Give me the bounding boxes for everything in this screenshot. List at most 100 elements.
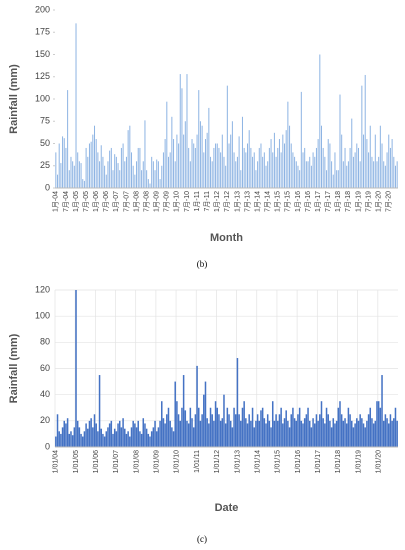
bar: [270, 139, 272, 188]
bar: [130, 152, 133, 188]
bar: [238, 136, 240, 188]
x-tick-label: 1月-09: [153, 191, 161, 212]
bar: [369, 125, 371, 188]
bar: [82, 179, 84, 188]
x-tick-label: 1月-14: [253, 191, 261, 212]
bar: [208, 423, 210, 447]
bar: [335, 420, 338, 447]
x-tick-label: 1/01/19: [355, 450, 362, 473]
x-tick-label: 1/01/17: [315, 450, 322, 473]
bar: [127, 130, 129, 188]
y-tick-label: 120: [35, 284, 50, 294]
bar: [366, 139, 368, 188]
bar: [161, 165, 163, 188]
bar: [290, 414, 292, 447]
bar: [107, 427, 109, 447]
bar: [359, 161, 361, 188]
bar: [367, 414, 370, 447]
bar: [240, 420, 242, 447]
bar: [221, 134, 223, 188]
bar: [182, 375, 185, 447]
bar: [178, 143, 180, 188]
bar: [198, 90, 200, 188]
bar: [171, 427, 173, 447]
bar: [339, 401, 341, 447]
bar: [354, 423, 356, 447]
bar: [356, 143, 358, 188]
bar: [368, 152, 370, 188]
bar: [177, 414, 180, 447]
bar: [164, 423, 166, 447]
x-tick-label: 7月-19: [364, 191, 372, 212]
bar: [229, 420, 232, 447]
bar: [376, 401, 378, 447]
bar: [83, 431, 86, 447]
bar: [260, 143, 262, 188]
bar: [299, 170, 301, 188]
bar: [252, 156, 254, 188]
bar: [287, 420, 289, 447]
bar: [236, 156, 238, 188]
bar: [340, 414, 343, 447]
bar: [134, 174, 136, 188]
bar: [159, 420, 161, 447]
bar: [181, 88, 183, 188]
bar: [56, 414, 59, 447]
bar: [103, 436, 106, 447]
x-tick-label: 1/01/05: [73, 450, 80, 473]
bar: [331, 161, 333, 188]
bar: [140, 433, 143, 447]
bar: [193, 143, 195, 188]
bar: [87, 156, 89, 188]
bar: [83, 180, 85, 188]
bar: [132, 165, 134, 188]
bar: [347, 161, 349, 188]
bar: [293, 418, 296, 447]
bar: [156, 159, 158, 188]
bar: [164, 139, 166, 188]
bar: [379, 125, 381, 188]
bar: [250, 420, 252, 447]
bar: [108, 423, 111, 447]
bar: [55, 436, 57, 447]
y-axis-title: Rainfall (mm): [8, 64, 20, 134]
bar: [63, 420, 66, 447]
bar: [334, 423, 336, 447]
bar: [166, 414, 168, 447]
bar: [253, 152, 255, 188]
bar: [295, 420, 298, 447]
bar: [382, 420, 385, 447]
bar: [329, 420, 331, 447]
bar: [171, 116, 173, 188]
bar: [361, 418, 363, 447]
bar: [362, 423, 365, 447]
bar: [198, 407, 200, 447]
bar: [203, 152, 205, 188]
bar: [152, 427, 155, 447]
bar: [363, 134, 365, 188]
y-tick-label: 25: [40, 160, 50, 170]
bar: [110, 147, 112, 188]
bar: [280, 407, 282, 447]
bar: [324, 423, 326, 447]
bar: [95, 139, 97, 188]
bar: [386, 418, 388, 447]
bar: [280, 152, 282, 188]
x-tick-label: 1月-04: [52, 191, 60, 212]
bar: [391, 420, 393, 447]
bar: [210, 156, 212, 188]
bar: [231, 427, 234, 447]
bar: [162, 418, 165, 447]
bar: [211, 161, 213, 188]
bar: [154, 170, 156, 188]
caption: (b): [197, 259, 208, 269]
y-tick-label: 175: [35, 27, 50, 37]
x-tick-label: 1月-07: [112, 191, 120, 212]
bar: [324, 156, 326, 188]
bar: [65, 423, 67, 447]
bar: [258, 147, 260, 188]
bar: [169, 420, 171, 447]
bar: [349, 147, 351, 188]
bar: [270, 427, 272, 447]
bar: [275, 414, 277, 447]
